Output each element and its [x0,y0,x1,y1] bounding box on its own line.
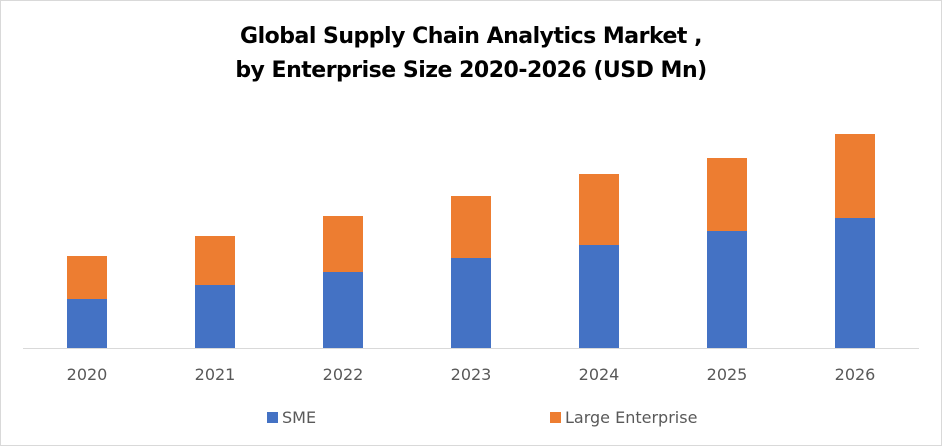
legend-swatch-large-enterprise [550,412,561,423]
x-tick-label-2023: 2023 [451,365,492,384]
bar-sme-2024 [579,245,619,348]
bar-sme-2023 [451,258,491,348]
bar-sme-2020 [67,299,107,348]
legend-label-sme: SME [282,408,317,427]
legend-item-large-enterprise: Large Enterprise [550,408,697,427]
x-tick-label-2020: 2020 [67,365,108,384]
chart-title-line-1: Global Supply Chain Analytics Market , [240,24,702,49]
bar-sme-2022 [323,272,363,348]
x-tick-label-2024: 2024 [579,365,620,384]
bar-sme-2026 [835,218,875,348]
x-tick-label-2022: 2022 [323,365,364,384]
legend-swatch-sme [267,412,278,423]
bar-large-enterprise-2026 [835,134,875,218]
bar-large-enterprise-2025 [707,158,747,231]
x-tick-label-2026: 2026 [835,365,876,384]
bar-large-enterprise-2020 [67,256,107,299]
chart-title: Global Supply Chain Analytics Market , b… [0,20,942,88]
bar-large-enterprise-2024 [579,174,619,245]
bar-large-enterprise-2023 [451,196,491,258]
chart-title-line-2: by Enterprise Size 2020-2026 (USD Mn) [235,58,707,83]
bar-large-enterprise-2021 [195,236,235,285]
legend-item-sme: SME [267,408,316,427]
x-tick-label-2025: 2025 [707,365,748,384]
bar-sme-2021 [195,285,235,348]
x-tick-label-2021: 2021 [195,365,236,384]
legend-label-large-enterprise: Large Enterprise [565,408,698,427]
bar-large-enterprise-2022 [323,216,363,272]
bar-sme-2025 [707,231,747,348]
